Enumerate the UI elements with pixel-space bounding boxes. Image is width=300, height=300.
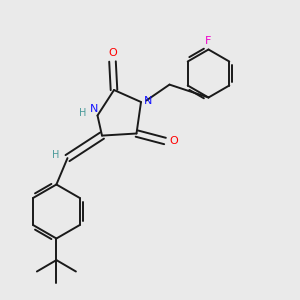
Text: H: H — [52, 149, 60, 160]
Text: N: N — [143, 95, 152, 106]
Text: F: F — [205, 35, 212, 46]
Text: O: O — [108, 47, 117, 58]
Text: H: H — [80, 107, 87, 118]
Text: O: O — [169, 136, 178, 146]
Text: N: N — [90, 104, 99, 115]
